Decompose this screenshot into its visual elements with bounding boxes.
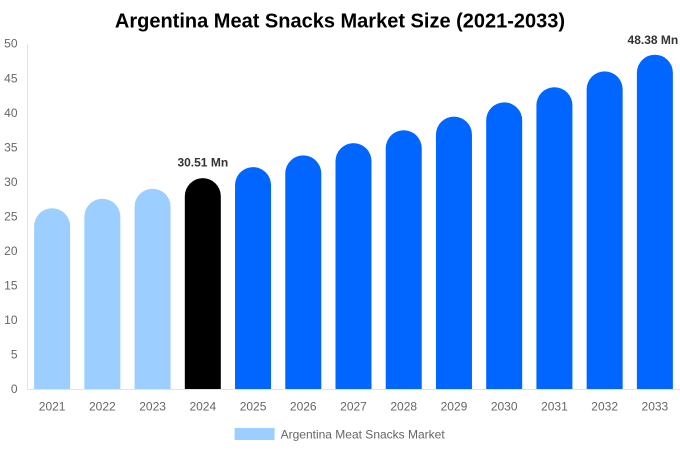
svg-text:35: 35 (4, 140, 18, 154)
svg-text:40: 40 (4, 106, 18, 120)
svg-text:2033: 2033 (642, 400, 669, 414)
svg-text:2029: 2029 (441, 400, 468, 414)
svg-text:2030: 2030 (491, 400, 518, 414)
svg-text:25: 25 (4, 209, 18, 223)
svg-text:10: 10 (4, 313, 18, 327)
svg-text:5: 5 (11, 348, 18, 362)
svg-text:0: 0 (11, 382, 18, 396)
svg-text:2022: 2022 (89, 400, 116, 414)
svg-text:30.51 Mn: 30.51 Mn (177, 156, 228, 170)
svg-text:2025: 2025 (240, 400, 267, 414)
svg-text:2023: 2023 (139, 400, 166, 414)
svg-text:2031: 2031 (541, 400, 568, 414)
svg-text:20: 20 (4, 244, 18, 258)
svg-text:30: 30 (4, 175, 18, 189)
svg-text:2021: 2021 (39, 400, 66, 414)
svg-text:2027: 2027 (340, 400, 367, 414)
svg-text:Argentina Meat Snacks Market S: Argentina Meat Snacks Market Size (2021-… (115, 11, 565, 33)
svg-text:2032: 2032 (591, 400, 618, 414)
svg-text:2024: 2024 (189, 400, 216, 414)
svg-text:2028: 2028 (390, 400, 417, 414)
svg-text:48.38 Mn: 48.38 Mn (628, 33, 679, 47)
svg-text:2026: 2026 (290, 400, 317, 414)
svg-text:15: 15 (4, 279, 18, 293)
svg-text:50: 50 (4, 37, 18, 51)
svg-text:45: 45 (4, 71, 18, 85)
svg-text:Argentina Meat Snacks Market: Argentina Meat Snacks Market (281, 427, 446, 441)
